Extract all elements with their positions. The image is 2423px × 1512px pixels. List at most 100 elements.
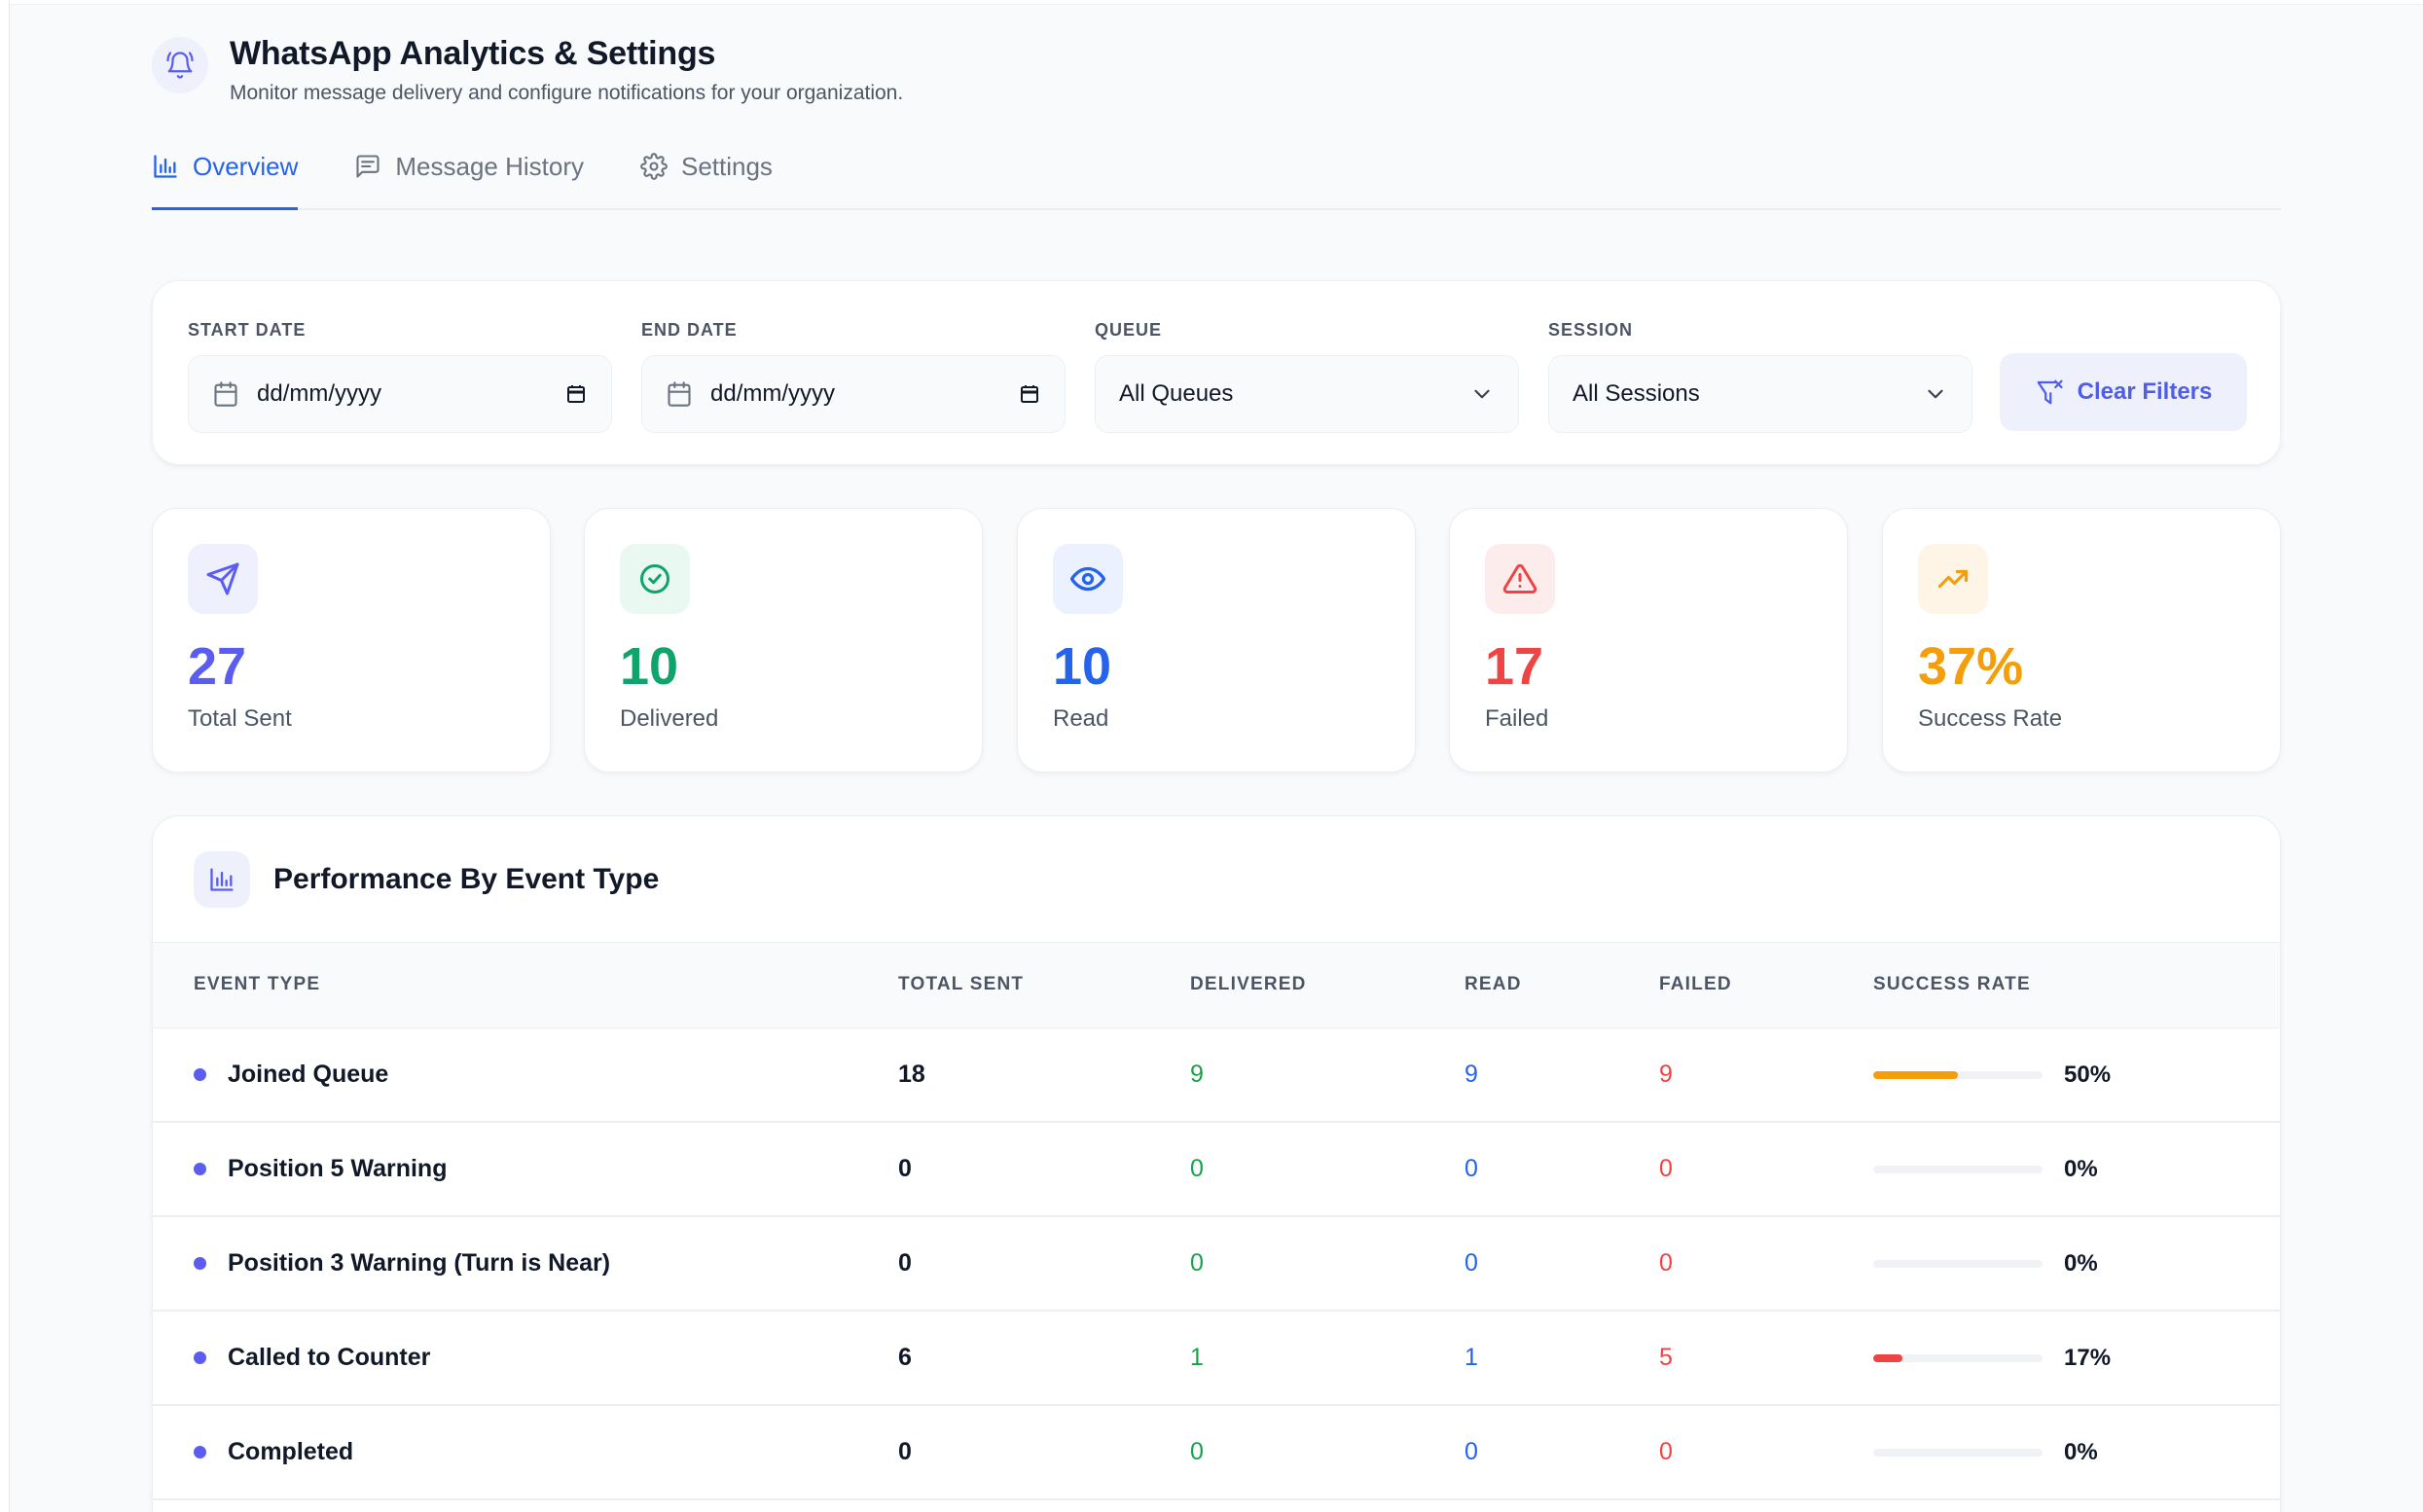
column-header-read[interactable]: READ [1465, 974, 1522, 994]
performance-table-card: Performance By Event Type EVENT TYPE TOT… [152, 815, 2281, 1512]
delivered-cell: 0 [1190, 1438, 1204, 1465]
read-cell: 0 [1465, 1155, 1478, 1182]
tab-bar: Overview Message History Settings [152, 146, 2281, 210]
read-cell: 0 [1465, 1249, 1478, 1277]
failed-cell: 5 [1659, 1344, 1673, 1371]
success-rate-cell: 0% [1873, 1123, 2098, 1215]
calendar-picker-icon[interactable] [1018, 382, 1041, 406]
start-date-filter: START DATE dd/mm/yyyy [188, 320, 612, 433]
success-rate-bar [1873, 1259, 2043, 1268]
read-cell: 1 [1465, 1344, 1478, 1371]
success-rate-bar [1873, 1353, 2043, 1362]
calendar-icon [214, 381, 237, 407]
read-cell: 0 [1465, 1438, 1478, 1465]
success-rate-bar-fill [1873, 1070, 1958, 1079]
event-name: Called to Counter [228, 1344, 431, 1371]
table-row[interactable]: Joined Queue 18 9 9 9 50% [153, 1028, 2280, 1123]
failed-cell: 0 [1659, 1438, 1673, 1465]
filter-card: START DATE dd/mm/yyyy END DATE dd/mm/yyy… [152, 280, 2281, 465]
event-dot-icon [194, 1068, 206, 1081]
bar-chart-icon [194, 850, 250, 908]
stat-card-total-sent: 27 Total Sent [152, 508, 551, 773]
failed-cell: 9 [1659, 1061, 1673, 1088]
tab-settings[interactable]: Settings [640, 146, 773, 210]
tab-message-history[interactable]: Message History [354, 146, 584, 210]
stat-label: Success Rate [1918, 705, 2063, 732]
event-dot-icon [194, 1163, 206, 1175]
success-rate-cell: 0% [1873, 1217, 2098, 1310]
calendar-icon [668, 381, 691, 407]
clear-filters-label: Clear Filters [2077, 378, 2213, 405]
success-rate-value: 0% [2064, 1249, 2098, 1277]
stat-card-success-rate: 37% Success Rate [1882, 508, 2281, 773]
event-dot-icon [194, 1446, 206, 1458]
table-row[interactable]: Position 3 Warning (Turn is Near) 0 0 0 0 0% [153, 1217, 2280, 1312]
trending-up-icon [1918, 544, 1988, 614]
stat-label: Failed [1485, 705, 1549, 732]
total-sent-cell: 6 [898, 1344, 912, 1371]
gear-icon [640, 153, 668, 180]
end-date-filter: END DATE dd/mm/yyyy [641, 320, 1066, 433]
session-value: All Sessions [1573, 380, 1700, 407]
delivered-cell: 1 [1190, 1344, 1204, 1371]
delivered-cell: 0 [1190, 1155, 1204, 1182]
table-row[interactable]: Position 5 Warning 0 0 0 0 0% [153, 1123, 2280, 1217]
queue-filter: QUEUE All Queues [1095, 320, 1519, 433]
success-rate-bar [1873, 1448, 2043, 1457]
end-date-label: END DATE [641, 320, 738, 340]
session-select[interactable]: All Sessions [1548, 355, 1972, 433]
event-type-cell: Joined Queue [194, 1028, 388, 1121]
top-border [10, 0, 2423, 5]
column-header-delivered[interactable]: DELIVERED [1190, 974, 1307, 994]
queue-select[interactable]: All Queues [1095, 355, 1519, 433]
event-type-cell: Called to Counter [194, 1312, 430, 1404]
failed-cell: 0 [1659, 1155, 1673, 1182]
column-header-success-rate[interactable]: SUCCESS RATE [1873, 974, 2031, 994]
eye-icon [1053, 544, 1123, 614]
event-type-cell: Position 3 Warning (Turn is Near) [194, 1217, 610, 1310]
event-name: Position 3 Warning (Turn is Near) [228, 1249, 611, 1277]
session-label: SESSION [1548, 320, 1634, 340]
message-icon [356, 155, 380, 178]
table-row[interactable]: Called to Counter 6 1 1 5 17% [153, 1312, 2280, 1406]
start-date-label: START DATE [188, 320, 307, 340]
clear-filters-button[interactable]: Clear Filters [2000, 353, 2247, 431]
column-header-event-type[interactable]: EVENT TYPE [194, 974, 321, 994]
end-date-value: dd/mm/yyyy [710, 380, 836, 407]
success-rate-value: 50% [2064, 1061, 2112, 1088]
start-date-value: dd/mm/yyyy [257, 380, 382, 407]
stat-card-delivered: 10 Delivered [584, 508, 983, 773]
page-header: WhatsApp Analytics & Settings Monitor me… [152, 33, 903, 105]
stat-label: Delivered [620, 705, 719, 732]
total-sent-cell: 0 [898, 1249, 912, 1277]
delivered-cell: 9 [1190, 1061, 1204, 1088]
success-rate-value: 0% [2064, 1155, 2098, 1182]
total-sent-cell: 0 [898, 1155, 912, 1182]
total-sent-cell: 0 [898, 1438, 912, 1465]
start-date-input[interactable]: dd/mm/yyyy [188, 355, 612, 433]
success-rate-cell: 0% [1873, 1406, 2098, 1498]
table-row[interactable]: Completed 0 0 0 0 0% [153, 1406, 2280, 1500]
session-filter: SESSION All Sessions [1548, 320, 1972, 433]
stat-label: Read [1053, 705, 1109, 732]
check-circle-icon [620, 544, 690, 614]
column-header-total-sent[interactable]: TOTAL SENT [898, 974, 1025, 994]
queue-value: All Queues [1119, 380, 1234, 407]
success-rate-cell: 50% [1873, 1028, 2111, 1121]
stat-value: 37% [1918, 637, 2024, 696]
success-rate-cell: 17% [1873, 1312, 2111, 1404]
event-type-cell: Completed [194, 1406, 353, 1498]
bar-chart-icon [154, 155, 177, 178]
delivered-cell: 0 [1190, 1249, 1204, 1277]
calendar-picker-icon[interactable] [564, 382, 588, 406]
event-name: Joined Queue [228, 1061, 389, 1088]
tab-label: Overview [193, 152, 299, 181]
stat-value: 10 [620, 637, 679, 696]
end-date-input[interactable]: dd/mm/yyyy [641, 355, 1066, 433]
table-title: Performance By Event Type [273, 862, 660, 895]
total-sent-cell: 18 [898, 1061, 925, 1088]
stat-value: 27 [188, 637, 247, 696]
tab-overview[interactable]: Overview [152, 146, 299, 210]
column-header-failed[interactable]: FAILED [1659, 974, 1732, 994]
chevron-down-icon [1474, 389, 1490, 399]
